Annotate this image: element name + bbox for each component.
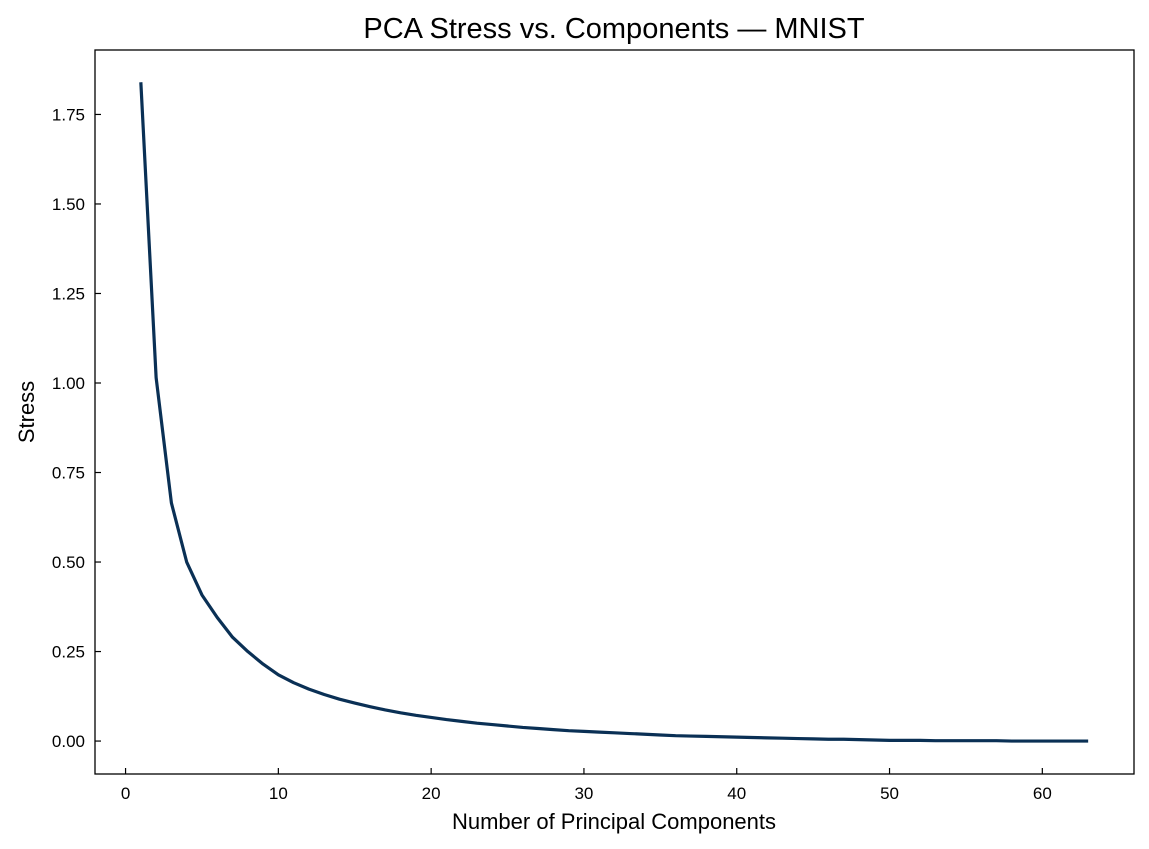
y-tick-label: 1.25: [52, 284, 85, 303]
y-tick-label: 1.00: [52, 374, 85, 393]
y-tick-label: 1.50: [52, 195, 85, 214]
y-tick-label: 0.25: [52, 643, 85, 662]
x-tick-label: 60: [1033, 784, 1052, 803]
series-line-0: [139, 82, 1089, 743]
x-tick-label: 0: [121, 784, 130, 803]
y-tick-label: 0.75: [52, 464, 85, 483]
y-tick-label: 0.00: [52, 732, 85, 751]
x-tick-label: 40: [727, 784, 746, 803]
y-axis-ticks: 0.00 0.25 0.50 0.75 1.00 1.25 1.50 1.75: [52, 105, 101, 751]
series-layer: [139, 82, 1089, 743]
x-axis-ticks: 0 10 20 30 40 50 60: [121, 768, 1052, 803]
y-tick-label: 1.75: [52, 105, 85, 124]
plot-frame: [94, 49, 1135, 775]
y-axis-label: Stress: [14, 381, 39, 443]
x-axis-label: Number of Principal Components: [452, 809, 776, 834]
y-tick-label: 0.50: [52, 553, 85, 572]
x-tick-label: 50: [880, 784, 899, 803]
x-tick-label: 20: [422, 784, 441, 803]
x-tick-label: 30: [574, 784, 593, 803]
chart-title: PCA Stress vs. Components — MNIST: [363, 13, 864, 45]
plot-area: 0 10 20 30 40 50 60 0.00 0.25 0.50 0.75 1.00 1.25 1.…: [52, 49, 1135, 803]
x-tick-label: 10: [269, 784, 288, 803]
